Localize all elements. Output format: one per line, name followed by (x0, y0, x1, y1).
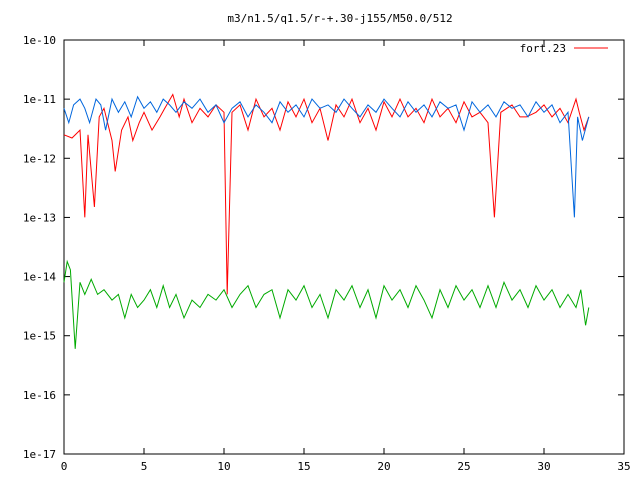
series-group (63, 93, 590, 349)
x-tick-label: 5 (141, 460, 148, 473)
y-tick-label: 1e-16 (23, 389, 56, 402)
legend-label: fort.23 (520, 42, 566, 55)
series-line-1 (63, 93, 590, 295)
y-axis: 1e-17 1e-16 1e-15 1e-14 1e-13 1e-12 1e-11 1e-10 (23, 34, 624, 461)
x-tick-label: 30 (537, 460, 550, 473)
y-tick-label: 1e-10 (23, 34, 56, 47)
x-tick-label: 0 (61, 460, 68, 473)
chart-title: m3/n1.5/q1.5/r-+.30-j155/M50.0/512 (227, 12, 452, 25)
x-axis: 0 5 10 15 20 25 30 35 (61, 40, 631, 473)
y-tick-label: 1e-15 (23, 330, 56, 343)
legend: fort.23 (520, 42, 608, 55)
x-tick-label: 25 (457, 460, 470, 473)
y-tick-label: 1e-14 (23, 271, 56, 284)
y-tick-label: 1e-12 (23, 152, 56, 165)
x-tick-label: 20 (377, 460, 390, 473)
x-tick-label: 35 (617, 460, 630, 473)
x-tick-label: 15 (297, 460, 310, 473)
plot-frame (63, 39, 625, 455)
series-line-3 (63, 259, 590, 349)
y-tick-label: 1e-13 (23, 211, 56, 224)
y-tick-label: 1e-17 (23, 448, 56, 461)
x-tick-label: 10 (217, 460, 230, 473)
series-line-2 (63, 95, 590, 218)
y-tick-label: 1e-11 (23, 93, 56, 106)
